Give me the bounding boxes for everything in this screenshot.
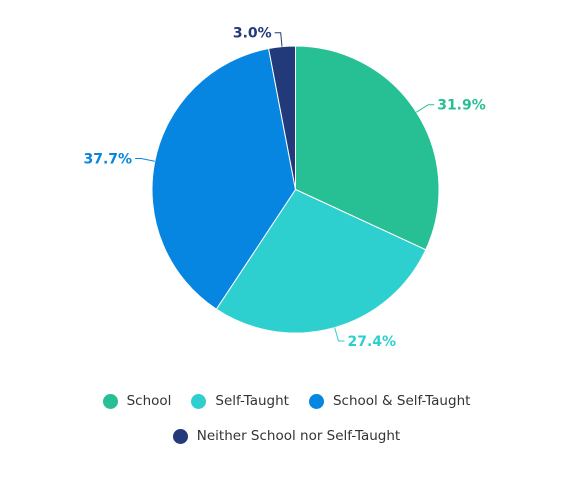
leader-line-self-taught [334, 327, 345, 342]
label-leader-lines [135, 32, 435, 342]
legend-label-school-and-self-taught: School & Self-Taught [332, 393, 471, 409]
legend-item-school-and-self-taught[interactable]: School & Self-Taught [308, 393, 471, 409]
leader-line-school [416, 104, 435, 113]
legend-label-neither: Neither School nor Self-Taught [196, 428, 401, 444]
data-labels: 31.9% 27.4% 37.7% 3.0% [83, 26, 485, 350]
legend-row-1: School Self-Taught School & Self-Taught [0, 393, 573, 409]
legend-label-school: School [126, 393, 172, 409]
legend-item-self-taught[interactable]: Self-Taught [191, 393, 289, 409]
data-label-school-and-self-taught: 37.7% [83, 152, 132, 168]
data-label-self-taught: 27.4% [347, 334, 396, 350]
pie-slice-school-and-self-taught[interactable] [151, 47, 297, 310]
pie-slices [151, 45, 440, 334]
leader-line-school-and-self-taught [135, 158, 155, 162]
pie-slice-school[interactable] [295, 45, 440, 251]
pie-slice-self-taught[interactable] [215, 188, 427, 334]
pie-slice-neither-school-nor-self-taught[interactable] [268, 45, 296, 190]
legend-swatch-neither [172, 428, 188, 444]
data-label-neither-school-nor-self-taught: 3.0% [233, 26, 272, 42]
legend-swatch-school-and-self-taught [308, 393, 324, 409]
legend-label-self-taught: Self-Taught [215, 393, 289, 409]
legend-swatch-school [102, 393, 118, 409]
data-label-school: 31.9% [437, 98, 486, 114]
leader-line-neither-school-nor-self-taught [274, 32, 283, 47]
legend-item-school[interactable]: School [102, 393, 172, 409]
legend-item-neither[interactable]: Neither School nor Self-Taught [172, 428, 401, 444]
legend-swatch-self-taught [191, 393, 207, 409]
legend-row-2: Neither School nor Self-Taught [0, 428, 573, 444]
